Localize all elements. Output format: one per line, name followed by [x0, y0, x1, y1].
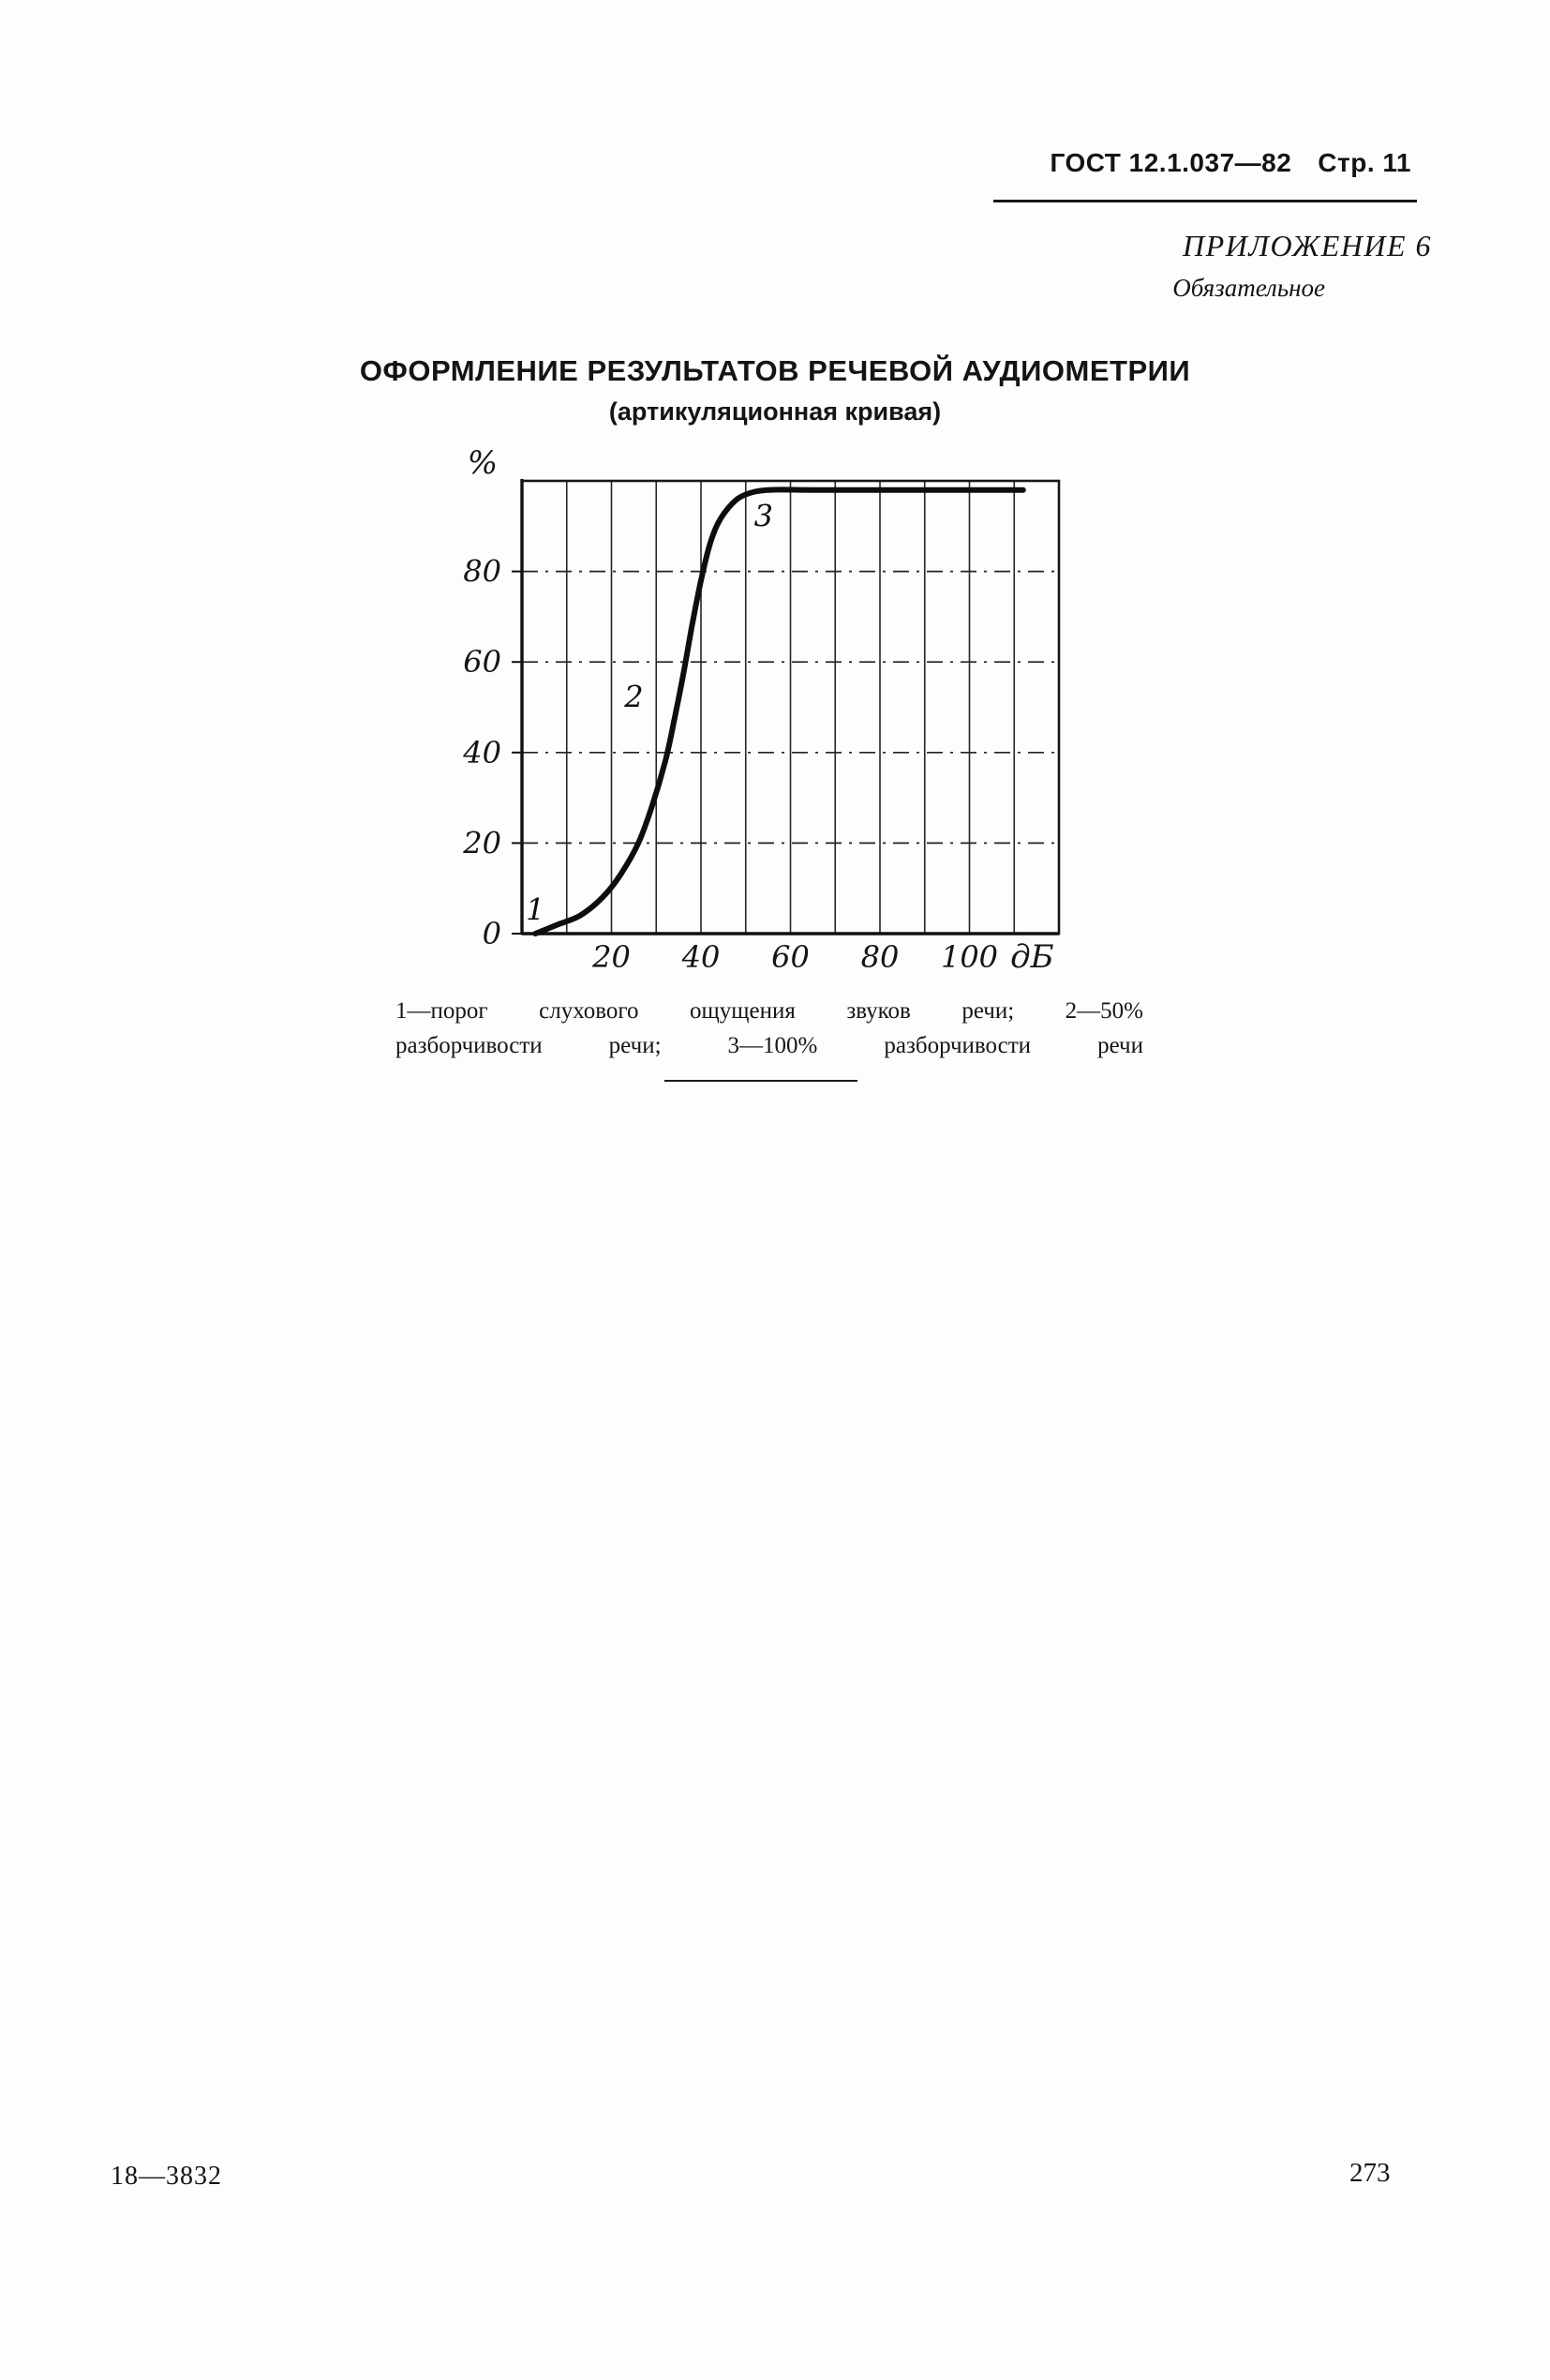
printer-mark: 18—3832 — [111, 2162, 222, 2191]
document-header: ГОСТ 12.1.037—82 Стр. 11 — [1050, 148, 1411, 178]
document-reference: ГОСТ 12.1.037—82 — [1050, 148, 1292, 177]
figure-caption-line-1: 1—порог слухового ощущения звуков речи; … — [395, 998, 1143, 1024]
x-tick-label: 60 — [771, 939, 810, 975]
chart-container: 0 20 40 60 80 20 40 60 80 100% дБ 1 2 3 — [440, 444, 1115, 1010]
articulation-chart: 0 20 40 60 80 20 40 60 80 100% дБ 1 2 3 — [462, 444, 1061, 976]
y-tick-label: 80 — [463, 554, 501, 590]
articulation-curve — [532, 486, 1026, 936]
page-reference: Стр. 11 — [1318, 148, 1411, 177]
curve-point-label: 2 — [623, 680, 643, 715]
curve-point-label: 3 — [754, 498, 773, 533]
caption-rule — [664, 1080, 857, 1082]
y-tick-label: 0 — [483, 916, 501, 951]
annex-title: ПРИЛОЖЕНИЕ 6 — [1183, 229, 1432, 262]
y-tick-label: 20 — [462, 825, 501, 861]
figure-caption-line-2: разборчивости речи; 3—100% разборчивости… — [395, 1033, 1143, 1058]
header-rule — [993, 200, 1417, 202]
x-tick-label: 80 — [861, 939, 900, 975]
x-axis-unit-label: дБ — [1010, 938, 1054, 976]
figure-caption: 1—порог слухового ощущения звуков речи; … — [395, 994, 1143, 1063]
y-axis-unit-label: % — [468, 448, 498, 482]
y-tick-label: 40 — [462, 735, 501, 771]
curve-point-label: 1 — [526, 892, 544, 928]
annex-note: Обязательное — [1172, 274, 1325, 302]
x-tick-label: 20 — [591, 939, 631, 975]
x-tick-label: 40 — [681, 939, 721, 975]
y-tick-label: 60 — [463, 644, 501, 680]
x-tick-label: 100 — [941, 939, 998, 975]
page-subtitle: (артикуляционная кривая) — [608, 397, 942, 426]
page-number: 273 — [1349, 2158, 1391, 2188]
page-title: ОФОРМЛЕНИЕ РЕЗУЛЬТАТОВ РЕЧЕВОЙ АУДИОМЕТР… — [359, 354, 1191, 387]
